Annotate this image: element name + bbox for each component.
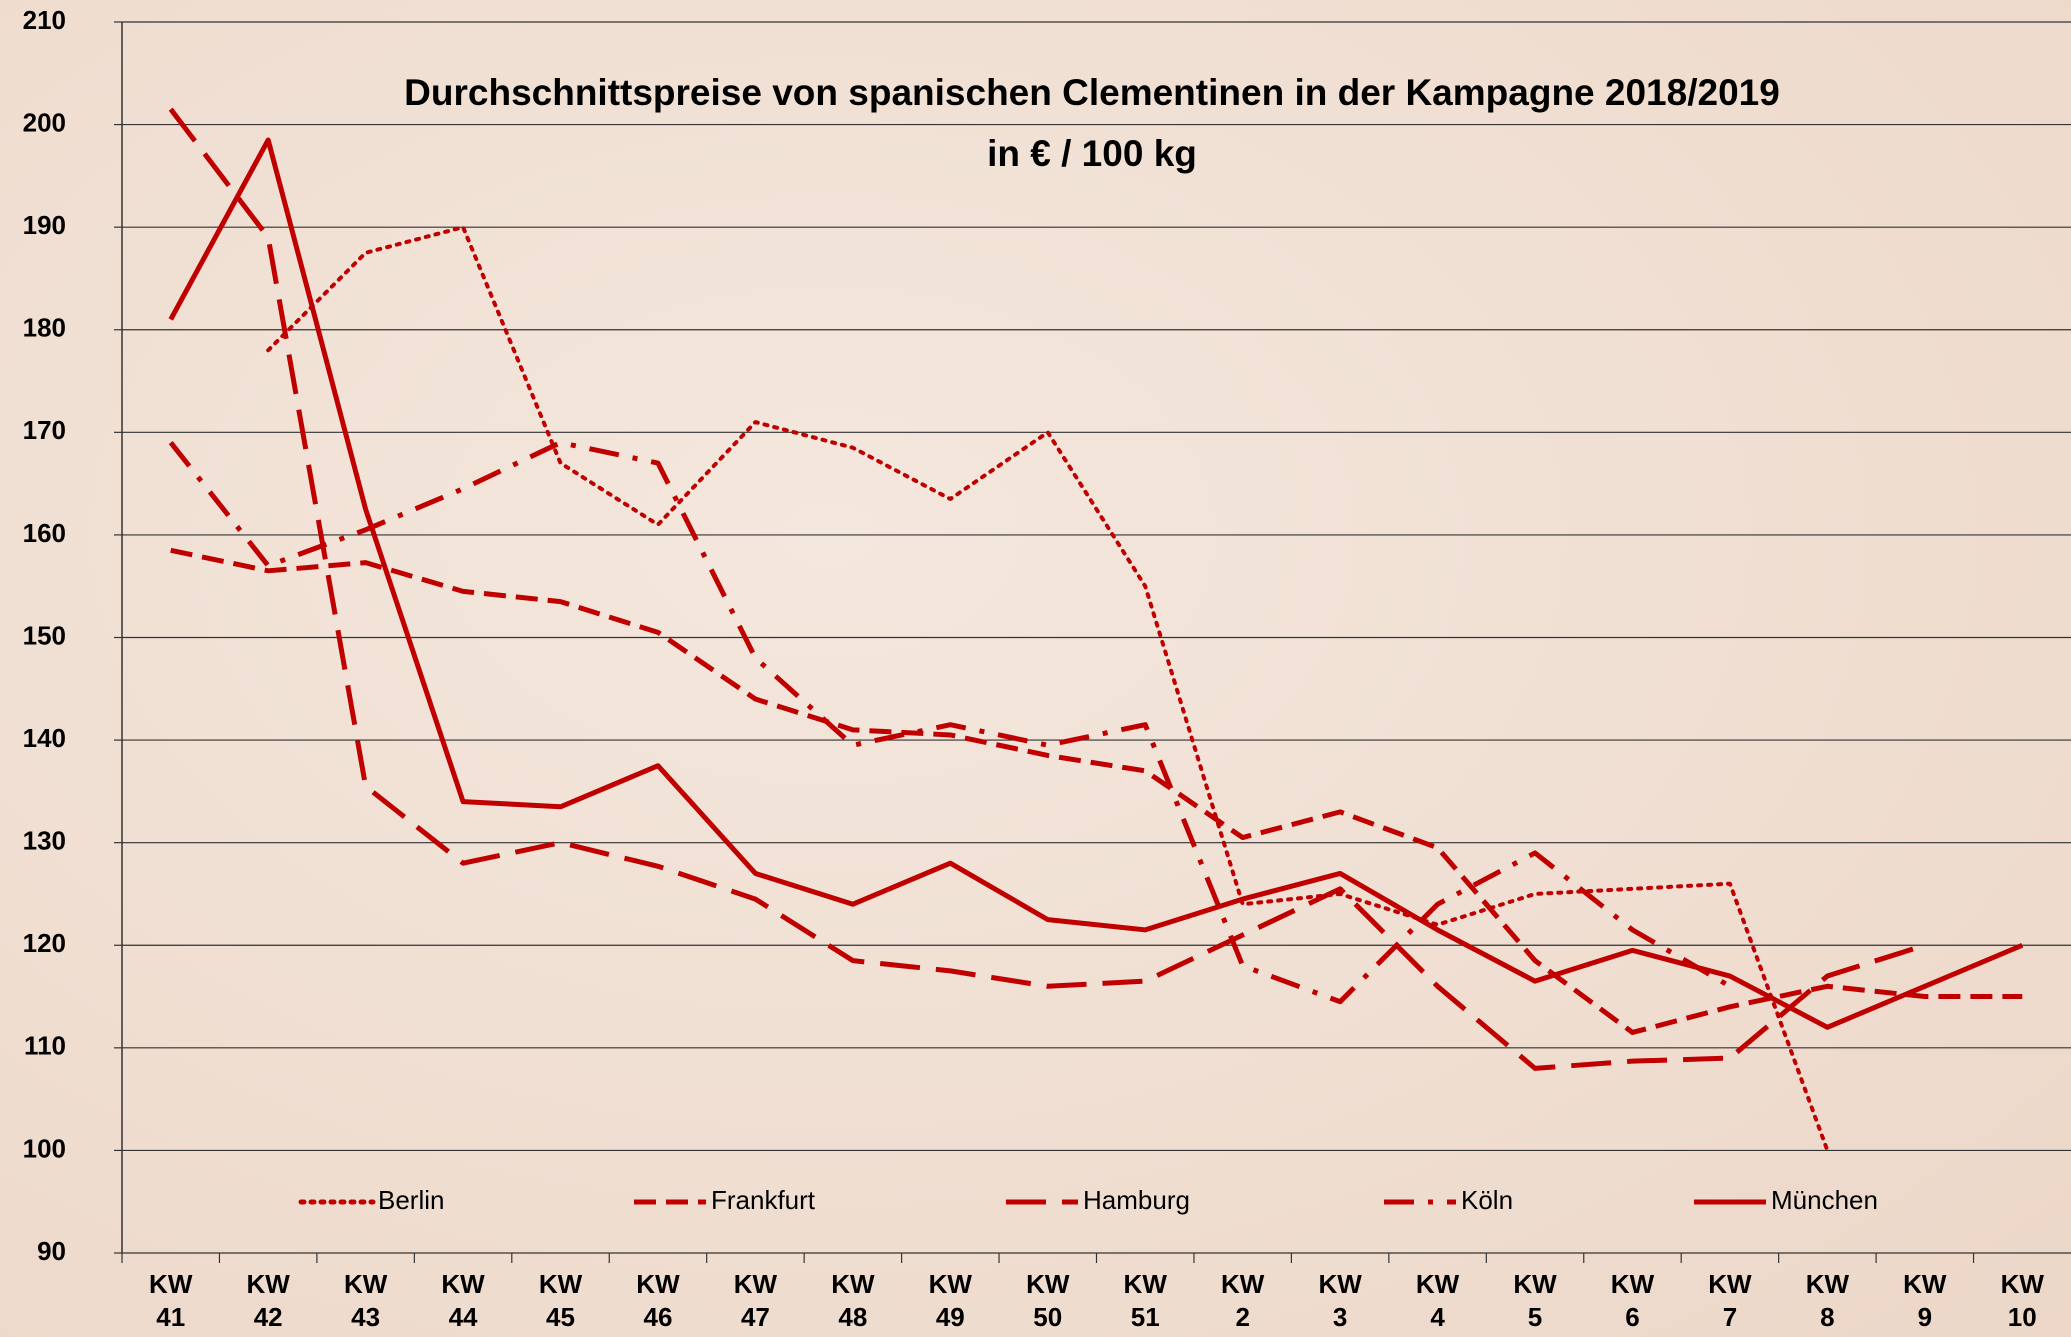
legend-label: Hamburg — [1083, 1185, 1190, 1215]
x-tick-label: KW 45 — [531, 1268, 591, 1334]
x-tick-label: KW 48 — [823, 1268, 883, 1334]
x-tick-label: KW 42 — [238, 1268, 298, 1334]
chart-container: Durchschnittspreise von spanischen Cleme… — [0, 0, 2071, 1337]
x-tick-label: KW 49 — [920, 1268, 980, 1334]
y-tick-label: 120 — [23, 928, 66, 958]
x-tick-label: KW 51 — [1115, 1268, 1175, 1334]
y-tick-label: 190 — [23, 210, 66, 240]
x-tick-label: KW 46 — [628, 1268, 688, 1334]
y-tick-label: 200 — [23, 107, 66, 137]
series-line — [171, 550, 2023, 1032]
series-line — [268, 227, 1827, 1150]
y-tick-label: 90 — [37, 1236, 66, 1266]
x-tick-label: KW 2 — [1213, 1268, 1273, 1334]
x-tick-label: KW 5 — [1505, 1268, 1565, 1334]
series-line — [171, 109, 1925, 1068]
y-tick-label: 180 — [23, 313, 66, 343]
y-tick-label: 160 — [23, 518, 66, 548]
legend-label: Berlin — [378, 1185, 444, 1215]
y-tick-label: 150 — [23, 620, 66, 650]
x-tick-label: KW 41 — [141, 1268, 201, 1334]
chart: Durchschnittspreise von spanischen Cleme… — [0, 0, 2071, 1337]
x-tick-label: KW 47 — [725, 1268, 785, 1334]
x-tick-label: KW 9 — [1895, 1268, 1955, 1334]
y-tick-label: 170 — [23, 415, 66, 445]
y-tick-label: 210 — [23, 5, 66, 35]
y-tick-label: 110 — [24, 1031, 66, 1061]
y-tick-label: 140 — [23, 723, 66, 753]
chart-title: Durchschnittspreise von spanischen Cleme… — [404, 72, 1780, 113]
x-tick-label: KW 44 — [433, 1268, 493, 1334]
x-tick-label: KW 7 — [1700, 1268, 1760, 1334]
x-tick-label: KW 4 — [1408, 1268, 1468, 1334]
x-tick-label: KW 6 — [1602, 1268, 1662, 1334]
y-tick-label: 130 — [23, 826, 66, 856]
x-tick-label: KW 50 — [1018, 1268, 1078, 1334]
legend-label: München — [1771, 1185, 1878, 1215]
x-tick-label: KW 3 — [1310, 1268, 1370, 1334]
x-tick-label: KW 10 — [1992, 1268, 2052, 1334]
legend-label: Köln — [1461, 1185, 1513, 1215]
legend-label: Frankfurt — [711, 1185, 816, 1215]
y-tick-label: 100 — [23, 1133, 66, 1163]
series-line — [171, 140, 2023, 1027]
x-tick-label: KW 8 — [1797, 1268, 1857, 1334]
chart-subtitle: in € / 100 kg — [987, 133, 1197, 174]
x-tick-label: KW 43 — [336, 1268, 396, 1334]
